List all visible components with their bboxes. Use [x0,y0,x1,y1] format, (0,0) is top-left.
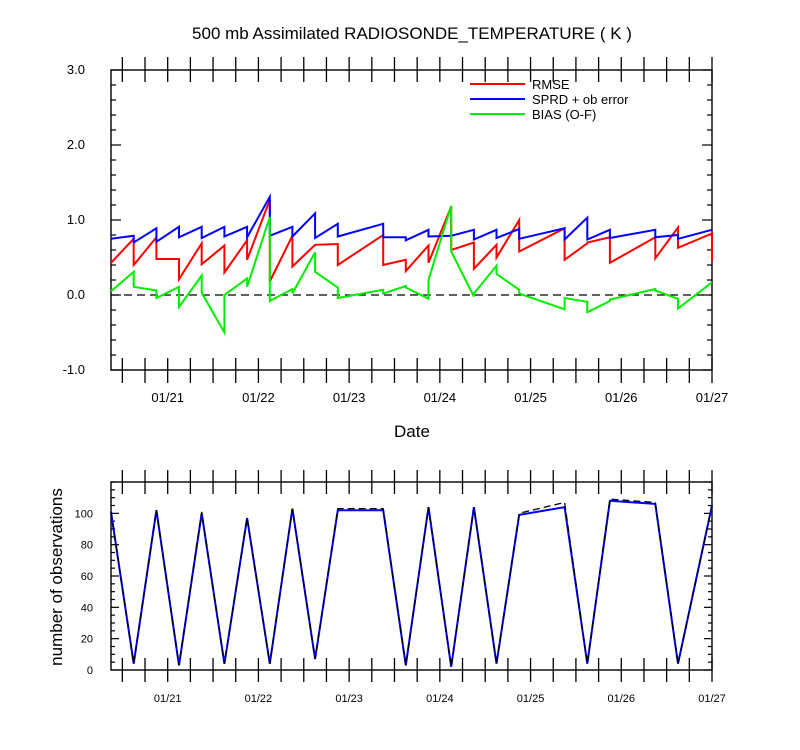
y-tick-label: 1.0 [67,212,85,227]
x-tick-label: 01/22 [242,390,275,405]
legend-label: BIAS (O-F) [532,107,596,122]
x-tick-label: 01/27 [696,390,729,405]
legend-label: SPRD + ob error [532,92,629,107]
bottom-panel: 01/21 01/22 01/23 01/24 01/25 01/26 01/27 0 20 40… [75,470,726,705]
y-tick-label: 0 [87,665,93,677]
plot-frame [110,481,713,671]
x-tick-label: 01/25 [517,693,545,705]
y-tick-label: 40 [81,602,93,614]
x-tick-label: 01/21 [151,390,184,405]
bottom-y-axis-label: number of observations [47,488,66,666]
x-tick-label: 01/27 [698,693,726,705]
bias-o-f-line [110,205,713,337]
legend-label: RMSE [532,77,570,92]
x-tick-label: 01/25 [514,390,547,405]
top-panel: 01/21 01/22 01/23 01/24 01/25 01/26 01/27 -1.0 0… [63,57,729,405]
series-0-line [110,499,713,668]
y-tick-label: 100 [75,508,93,520]
x-tick-label: 01/22 [245,693,273,705]
x-tick-label: 01/24 [426,693,454,705]
x-tick-label: 01/26 [605,390,638,405]
y-tick-label: 0.0 [67,287,85,302]
y-tick-label: 3.0 [67,62,85,77]
y-tick-label: 80 [81,540,93,552]
rmse-line [110,199,713,283]
y-tick-label: -1.0 [63,362,85,377]
y-tick-label: 60 [81,571,93,583]
y-tick-label: 20 [81,634,93,646]
x-tick-label: 01/23 [335,693,363,705]
x-tick-label: 01/23 [333,390,366,405]
top-x-axis-label: Date [394,422,430,441]
series-1-line [110,498,713,667]
y-tick-label: 2.0 [67,137,85,152]
x-tick-label: 01/21 [154,693,182,705]
plot-frame [110,69,713,371]
sprd-ob-error-line [110,192,713,245]
x-tick-label: 01/24 [424,390,457,405]
chart-title: 500 mb Assimilated RADIOSONDE_TEMPERATUR… [192,24,632,43]
x-tick-label: 01/26 [608,693,636,705]
